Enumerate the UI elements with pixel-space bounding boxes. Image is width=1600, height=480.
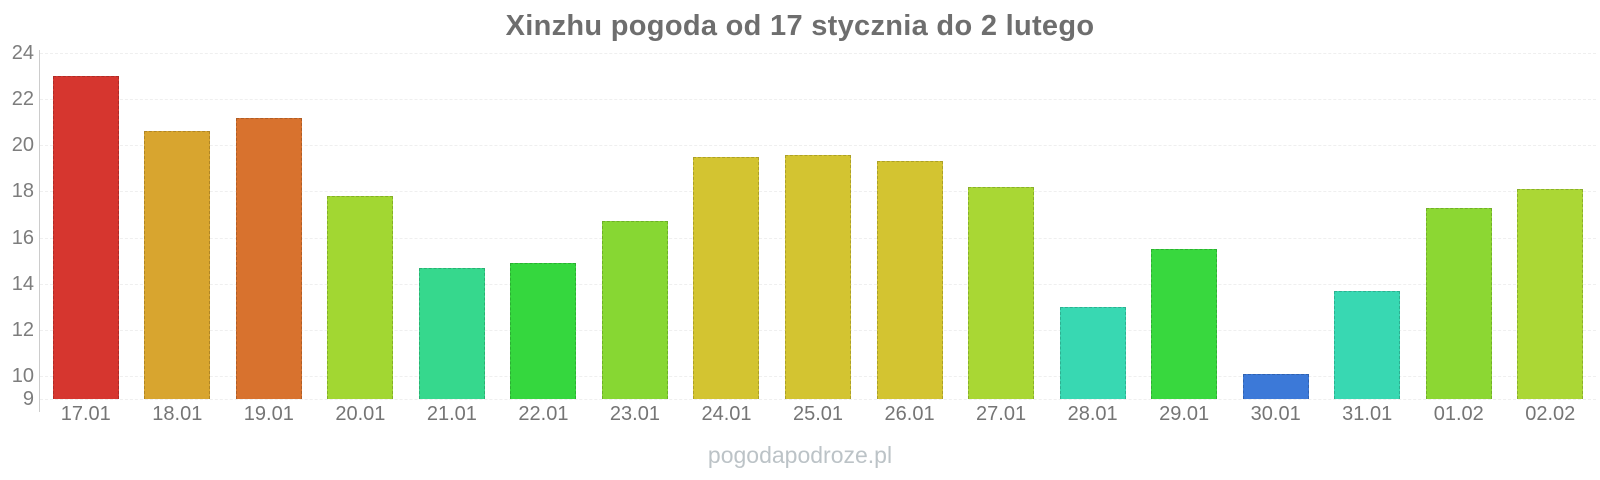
bar-20.01 [327, 196, 394, 399]
bar-26.01 [876, 161, 943, 399]
y-axis-tick-label: 9 [22, 388, 34, 410]
bar-24.01 [693, 156, 760, 399]
bar-slot [406, 53, 498, 399]
bar-slot [132, 53, 224, 399]
bar-27.01 [968, 186, 1035, 399]
gridline [40, 399, 1596, 400]
gridline [40, 99, 1596, 101]
y-axis-line [39, 50, 40, 412]
y-axis-tick-label: 12 [11, 318, 34, 341]
gridline [40, 145, 1596, 147]
bar-slot [1505, 53, 1597, 399]
plot-area [40, 53, 1596, 399]
bar-02.02 [1517, 189, 1584, 399]
bar-29.01 [1151, 249, 1218, 399]
bar-slot [864, 53, 956, 399]
x-axis-label: 17.01 [60, 403, 111, 425]
x-axis-label: 25.01 [792, 403, 844, 425]
bar-slot [498, 53, 590, 399]
watermark: pogodapodroze.pl [707, 442, 893, 468]
x-axis-label: 21.01 [426, 403, 477, 425]
bar-slot [40, 53, 132, 399]
bar-slot [772, 53, 864, 399]
bar-slot [223, 53, 315, 399]
gridline [40, 53, 1596, 54]
bar-25.01 [785, 154, 852, 399]
y-axis-tick-label: 20 [11, 134, 34, 157]
x-axis-label: 26.01 [884, 403, 935, 425]
bar-18.01 [144, 131, 211, 399]
x-axis-label: 24.01 [701, 403, 752, 425]
y-axis-tick-label: 16 [11, 226, 34, 249]
bar-slot [1138, 53, 1230, 399]
y-axis-tick-label: 18 [11, 180, 34, 203]
bar-23.01 [601, 221, 668, 399]
x-axis-label: 22.01 [518, 403, 569, 425]
bar-30.01 [1242, 373, 1309, 399]
y-axis-tick-label: 14 [11, 272, 34, 295]
bar-28.01 [1059, 306, 1126, 399]
y-axis-tick-label: 24 [11, 42, 34, 64]
x-axis-label: 31.01 [1342, 403, 1393, 425]
bar-slot [315, 53, 407, 399]
x-axis-labels: 17.01 18.01 19.01 20.01 21.01 22.01 23.01 24.01… [40, 403, 1596, 426]
bar-slot [955, 53, 1047, 399]
bar-17.01 [52, 76, 119, 399]
bar-slot [681, 53, 773, 399]
bar-21.01 [418, 267, 485, 399]
y-axis-tick-label: 22 [11, 88, 34, 111]
x-axis-label: 30.01 [1250, 403, 1301, 425]
x-axis-label: 02.02 [1525, 403, 1576, 425]
bar-22.01 [510, 262, 577, 399]
x-axis-label: 29.01 [1159, 403, 1210, 425]
bar-19.01 [235, 117, 302, 399]
bar-slot [1230, 53, 1322, 399]
x-axis-label: 20.01 [335, 403, 386, 425]
chart-title: Xinzhu pogoda od 17 stycznia do 2 lutego [505, 10, 1095, 42]
bar-slot [1321, 53, 1413, 399]
x-axis-label: 23.01 [609, 403, 660, 425]
x-axis-label: 28.01 [1067, 403, 1118, 425]
bar-01.02 [1425, 207, 1492, 399]
x-axis-label: 19.01 [243, 403, 294, 425]
x-axis-label: 27.01 [976, 403, 1027, 425]
y-axis-tick-label: 10 [11, 364, 34, 387]
bar-31.01 [1334, 290, 1401, 399]
bar-slot [1047, 53, 1139, 399]
bar-slot [1413, 53, 1505, 399]
bar-slot [589, 53, 681, 399]
x-axis-label: 18.01 [152, 403, 203, 425]
x-axis-label: 01.02 [1433, 403, 1484, 425]
